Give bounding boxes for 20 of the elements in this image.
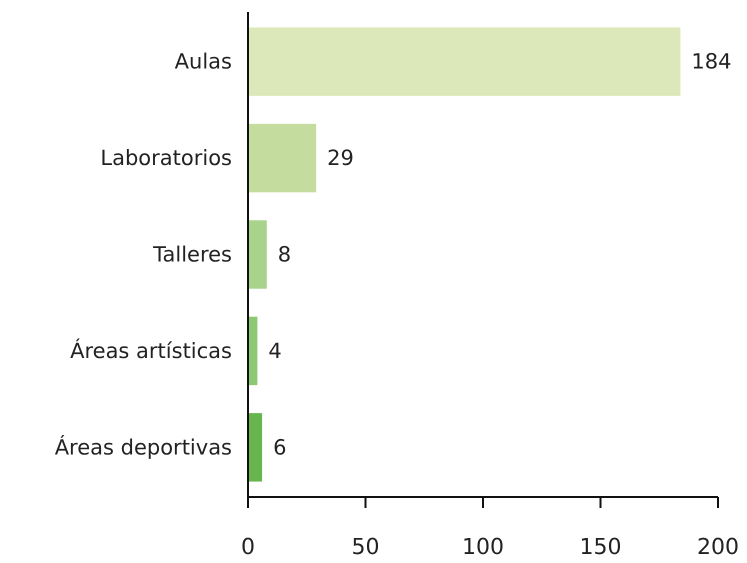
data-label: 29	[327, 146, 354, 170]
x-tick-label: 150	[580, 535, 622, 560]
x-tick-label: 100	[462, 535, 504, 560]
data-label: 6	[273, 435, 286, 460]
y-tick-label: Áreas deportivas	[54, 434, 232, 460]
bar	[248, 413, 262, 482]
bar	[248, 27, 680, 96]
bar	[248, 124, 316, 192]
y-tick-label: Áreas artísticas	[70, 338, 232, 363]
data-label: 4	[268, 338, 282, 363]
x-tick-label: 200	[697, 535, 739, 560]
x-tick-label: 0	[241, 535, 255, 560]
data-label: 8	[278, 242, 292, 266]
y-tick-label: Aulas	[174, 50, 232, 74]
bar	[248, 316, 258, 386]
bar	[248, 220, 267, 289]
y-tick-label: Laboratorios	[100, 146, 232, 170]
data-label: 184	[691, 50, 732, 74]
x-tick-label: 50	[352, 535, 380, 560]
y-tick-label: Talleres	[152, 242, 232, 266]
